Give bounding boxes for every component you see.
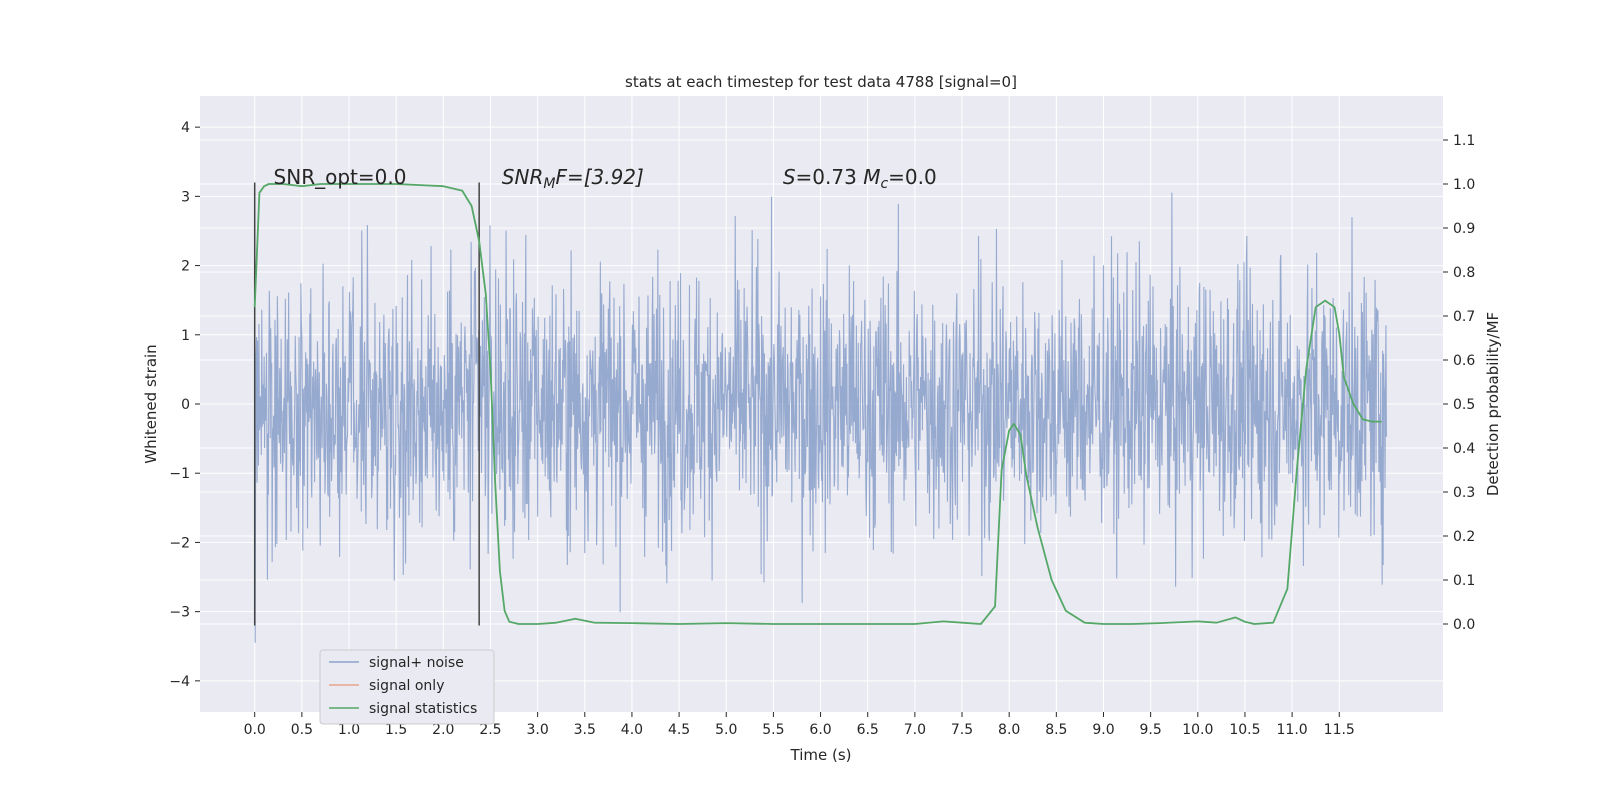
y2-tick-label: 0.8: [1453, 265, 1475, 281]
x-tick-label: 11.0: [1277, 722, 1308, 738]
x-tick-label: 3.0: [526, 722, 548, 738]
noise-line: [254, 192, 1387, 643]
y2-tick-label: 0.1: [1453, 573, 1475, 589]
legend: signal+ noise signal only signal statist…: [319, 649, 495, 725]
statistics-series: [253, 183, 1382, 625]
y2-tick-label: 0.4: [1453, 441, 1475, 457]
y-axis-label: Whitened strain: [142, 344, 160, 463]
x-axis-ticks: 0.0 0.5 1.0 1.5 2.0 2.5 3.0 3.5 4.0 4.5 5.0 5.5 6.0 6…: [244, 712, 1355, 738]
y-tick-label: −4: [169, 674, 190, 690]
vertical-markers: [253, 182, 480, 626]
y-tick-label: 1: [181, 328, 190, 344]
x-tick-label: 8.5: [1045, 722, 1067, 738]
annotation: SNR_opt=0.0: [274, 165, 407, 189]
x-tick-label: 4.0: [621, 722, 643, 738]
x-tick-label: 10.5: [1229, 722, 1260, 738]
annotation: S=0.73 Mc=0.0: [783, 165, 937, 192]
noise-series: [254, 192, 1387, 643]
x-tick-label: 7.0: [904, 722, 926, 738]
y-axis-ticks: 4 3 2 1 0 −1 −2 −3 −4: [169, 120, 200, 690]
x-tick-label: 11.5: [1324, 722, 1355, 738]
legend-label-noise: signal+ noise: [369, 655, 464, 671]
x-tick-label: 7.5: [951, 722, 973, 738]
x-tick-label: 4.5: [668, 722, 690, 738]
annotation: SNRMF=[3.92]: [502, 165, 644, 192]
x-tick-label: 5.0: [715, 722, 737, 738]
x-tick-label: 5.5: [762, 722, 784, 738]
x-tick-label: 0.5: [291, 722, 313, 738]
x-axis-label: Time (s): [790, 746, 852, 764]
legend-box: [319, 649, 495, 725]
y-tick-label: 2: [181, 259, 190, 275]
chart-title: stats at each timestep for test data 478…: [625, 73, 1017, 91]
statistics-line: [253, 183, 1382, 625]
x-tick-label: 0.0: [244, 722, 266, 738]
x-tick-label: 10.0: [1182, 722, 1213, 738]
y2-tick-label: 0.3: [1453, 485, 1475, 501]
y2-tick-label: 1.0: [1453, 177, 1475, 193]
x-tick-label: 6.5: [857, 722, 879, 738]
annotations: SNR_opt=0.0 SNRMF=[3.92] S=0.73 Mc=0.0: [274, 165, 937, 192]
y2-tick-label: 1.1: [1453, 133, 1475, 149]
x-tick-label: 3.5: [574, 722, 596, 738]
x-tick-label: 1.5: [385, 722, 407, 738]
y2-tick-label: 0.0: [1453, 617, 1475, 633]
y2-tick-label: 0.2: [1453, 529, 1475, 545]
y-tick-label: 4: [181, 120, 190, 136]
y2-axis-label: Detection probability/MF: [1484, 312, 1502, 496]
y-tick-label: −3: [169, 605, 190, 621]
y2-tick-label: 0.7: [1453, 309, 1475, 325]
y2-tick-label: 0.9: [1453, 221, 1475, 237]
x-tick-label: 2.5: [479, 722, 501, 738]
y-tick-label: 3: [181, 189, 190, 205]
x-tick-label: 2.0: [432, 722, 454, 738]
y-tick-label: −2: [169, 535, 190, 551]
legend-label-statistics: signal statistics: [369, 701, 477, 717]
y-tick-label: 0: [181, 397, 190, 413]
y2-axis-ticks: 1.1 1.0 0.9 0.8 0.7 0.6 0.5 0.4 0.3 0.2 0.1 0.0: [1443, 133, 1475, 633]
y2-tick-label: 0.6: [1453, 353, 1475, 369]
x-tick-label: 1.0: [338, 722, 360, 738]
y-tick-label: −1: [169, 466, 190, 482]
x-tick-label: 6.0: [809, 722, 831, 738]
x-tick-label: 9.0: [1092, 722, 1114, 738]
y2-tick-label: 0.5: [1453, 397, 1475, 413]
x-tick-label: 8.0: [998, 722, 1020, 738]
legend-label-signal: signal only: [369, 678, 444, 694]
x-tick-label: 9.5: [1140, 722, 1162, 738]
